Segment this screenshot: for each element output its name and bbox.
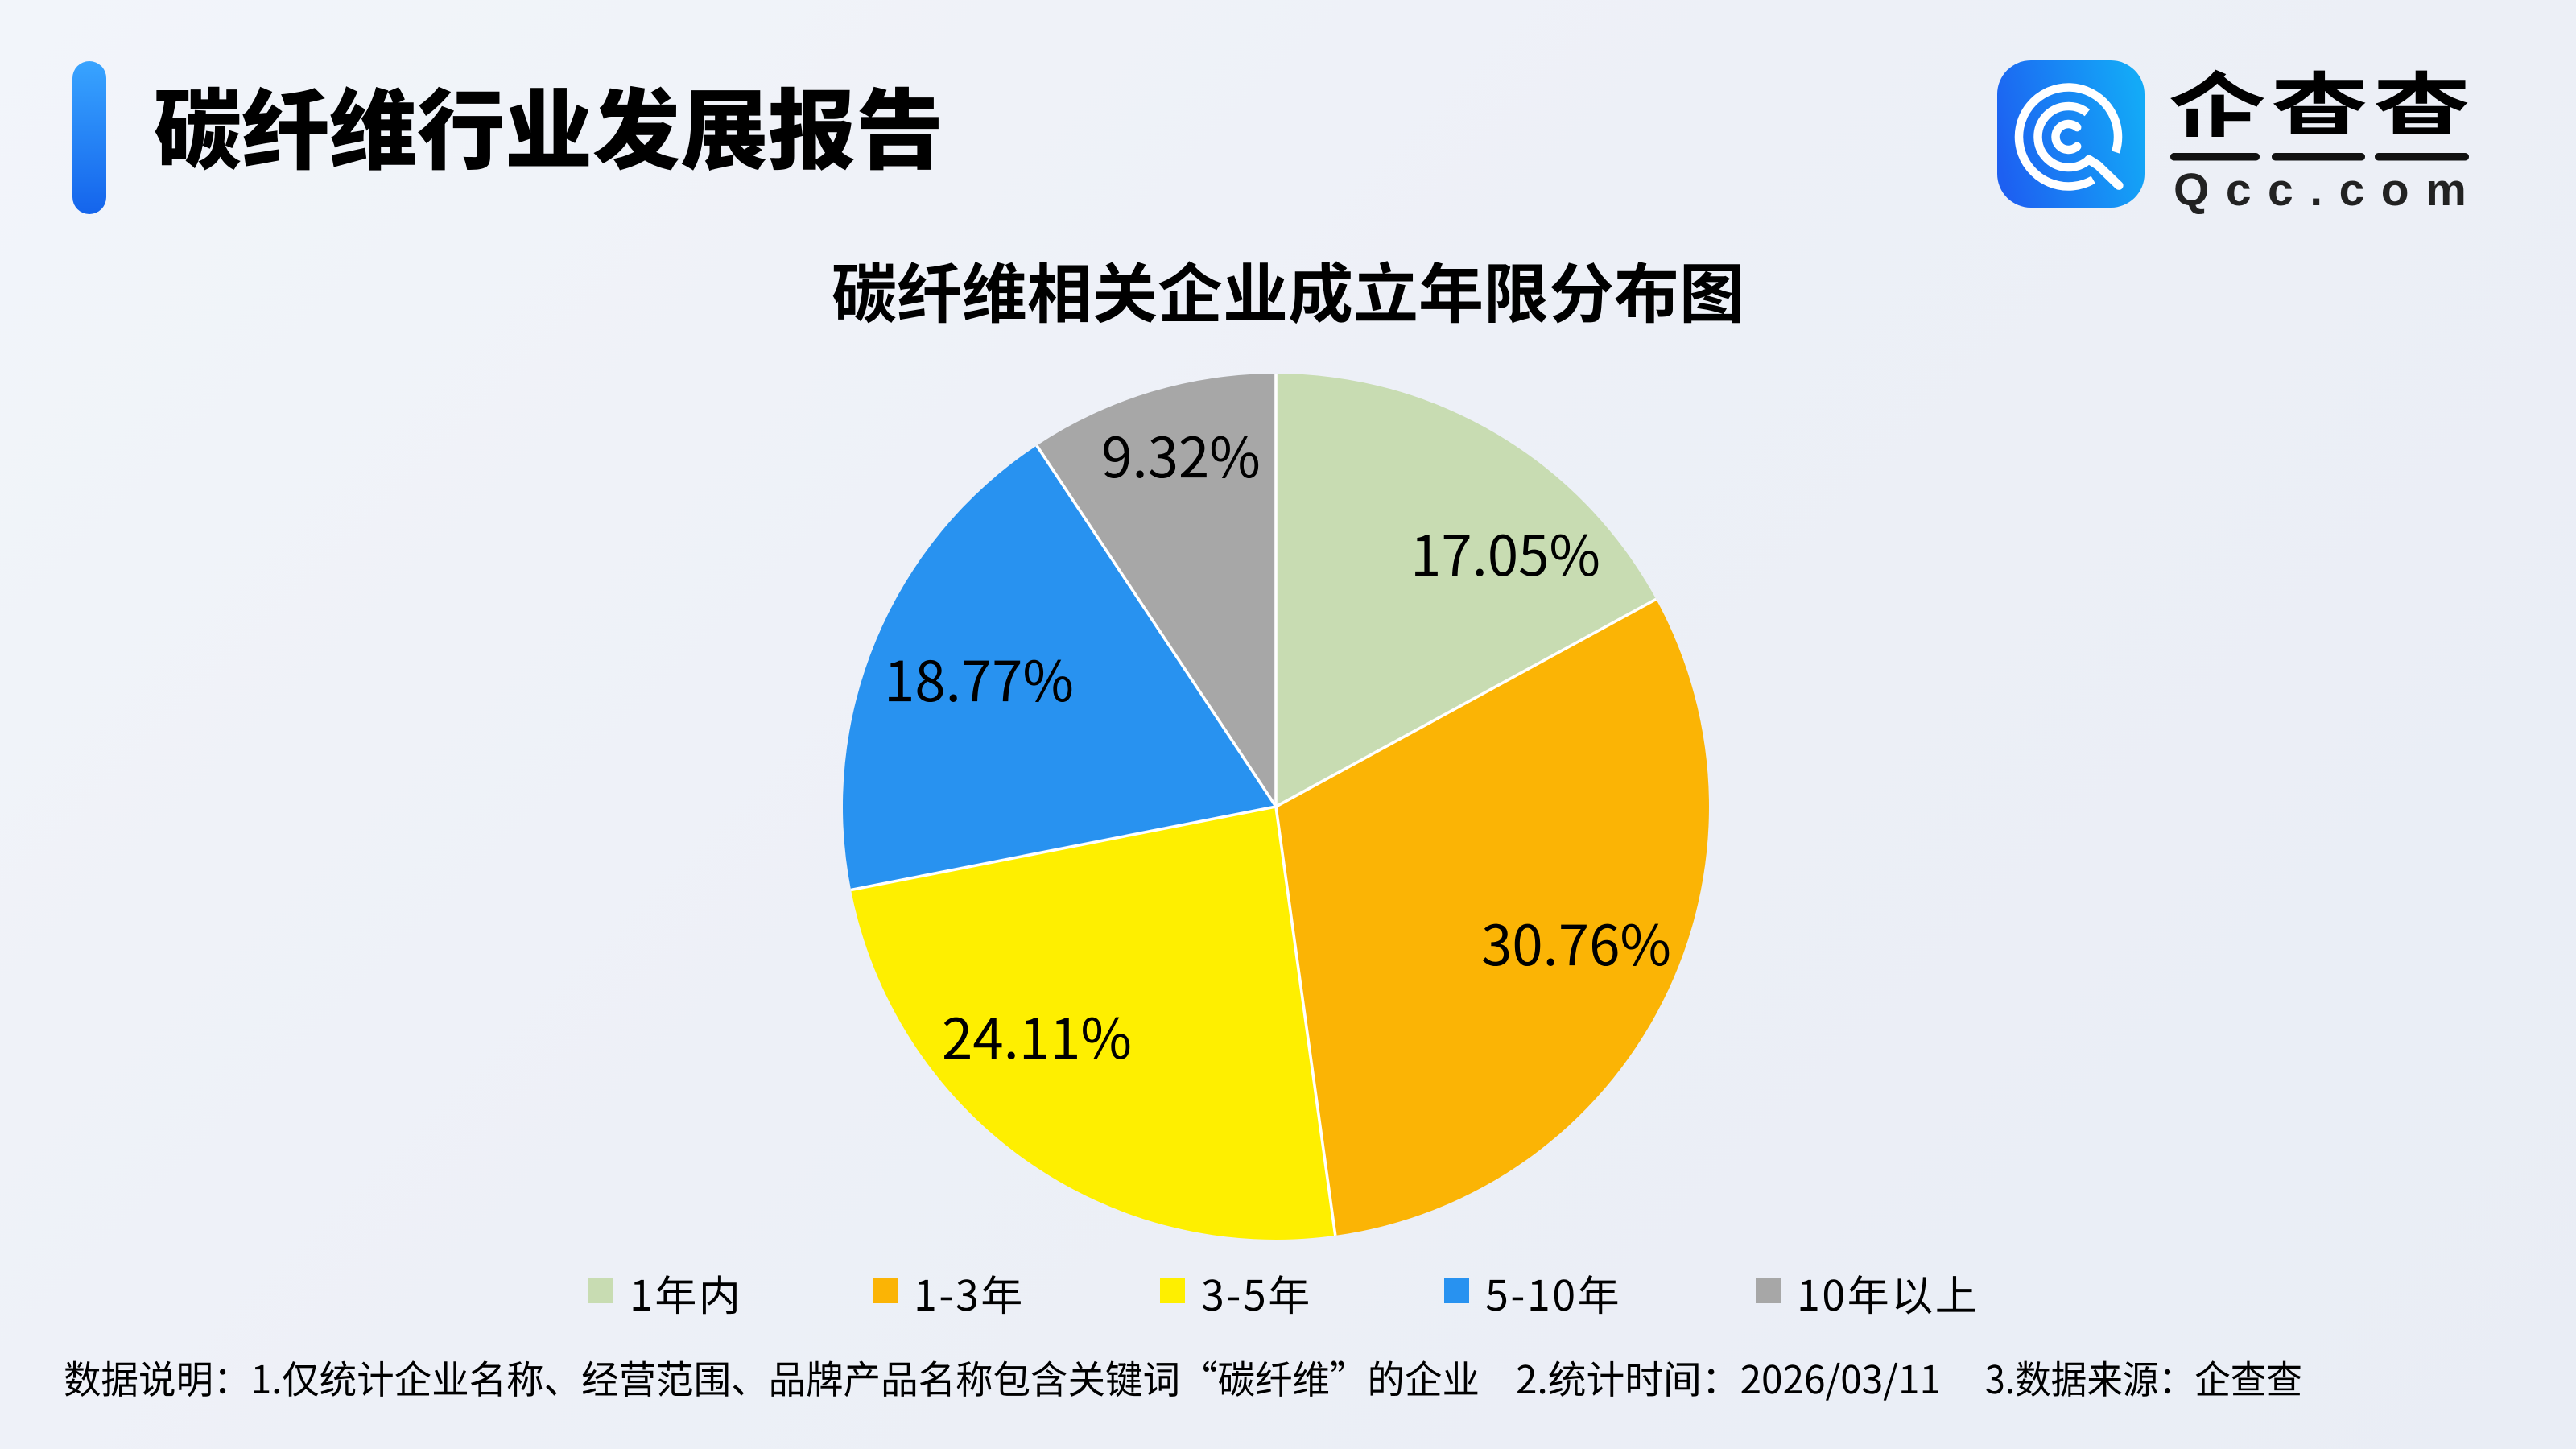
svg-text:Qcc.com: Qcc.com <box>2174 164 2483 216</box>
